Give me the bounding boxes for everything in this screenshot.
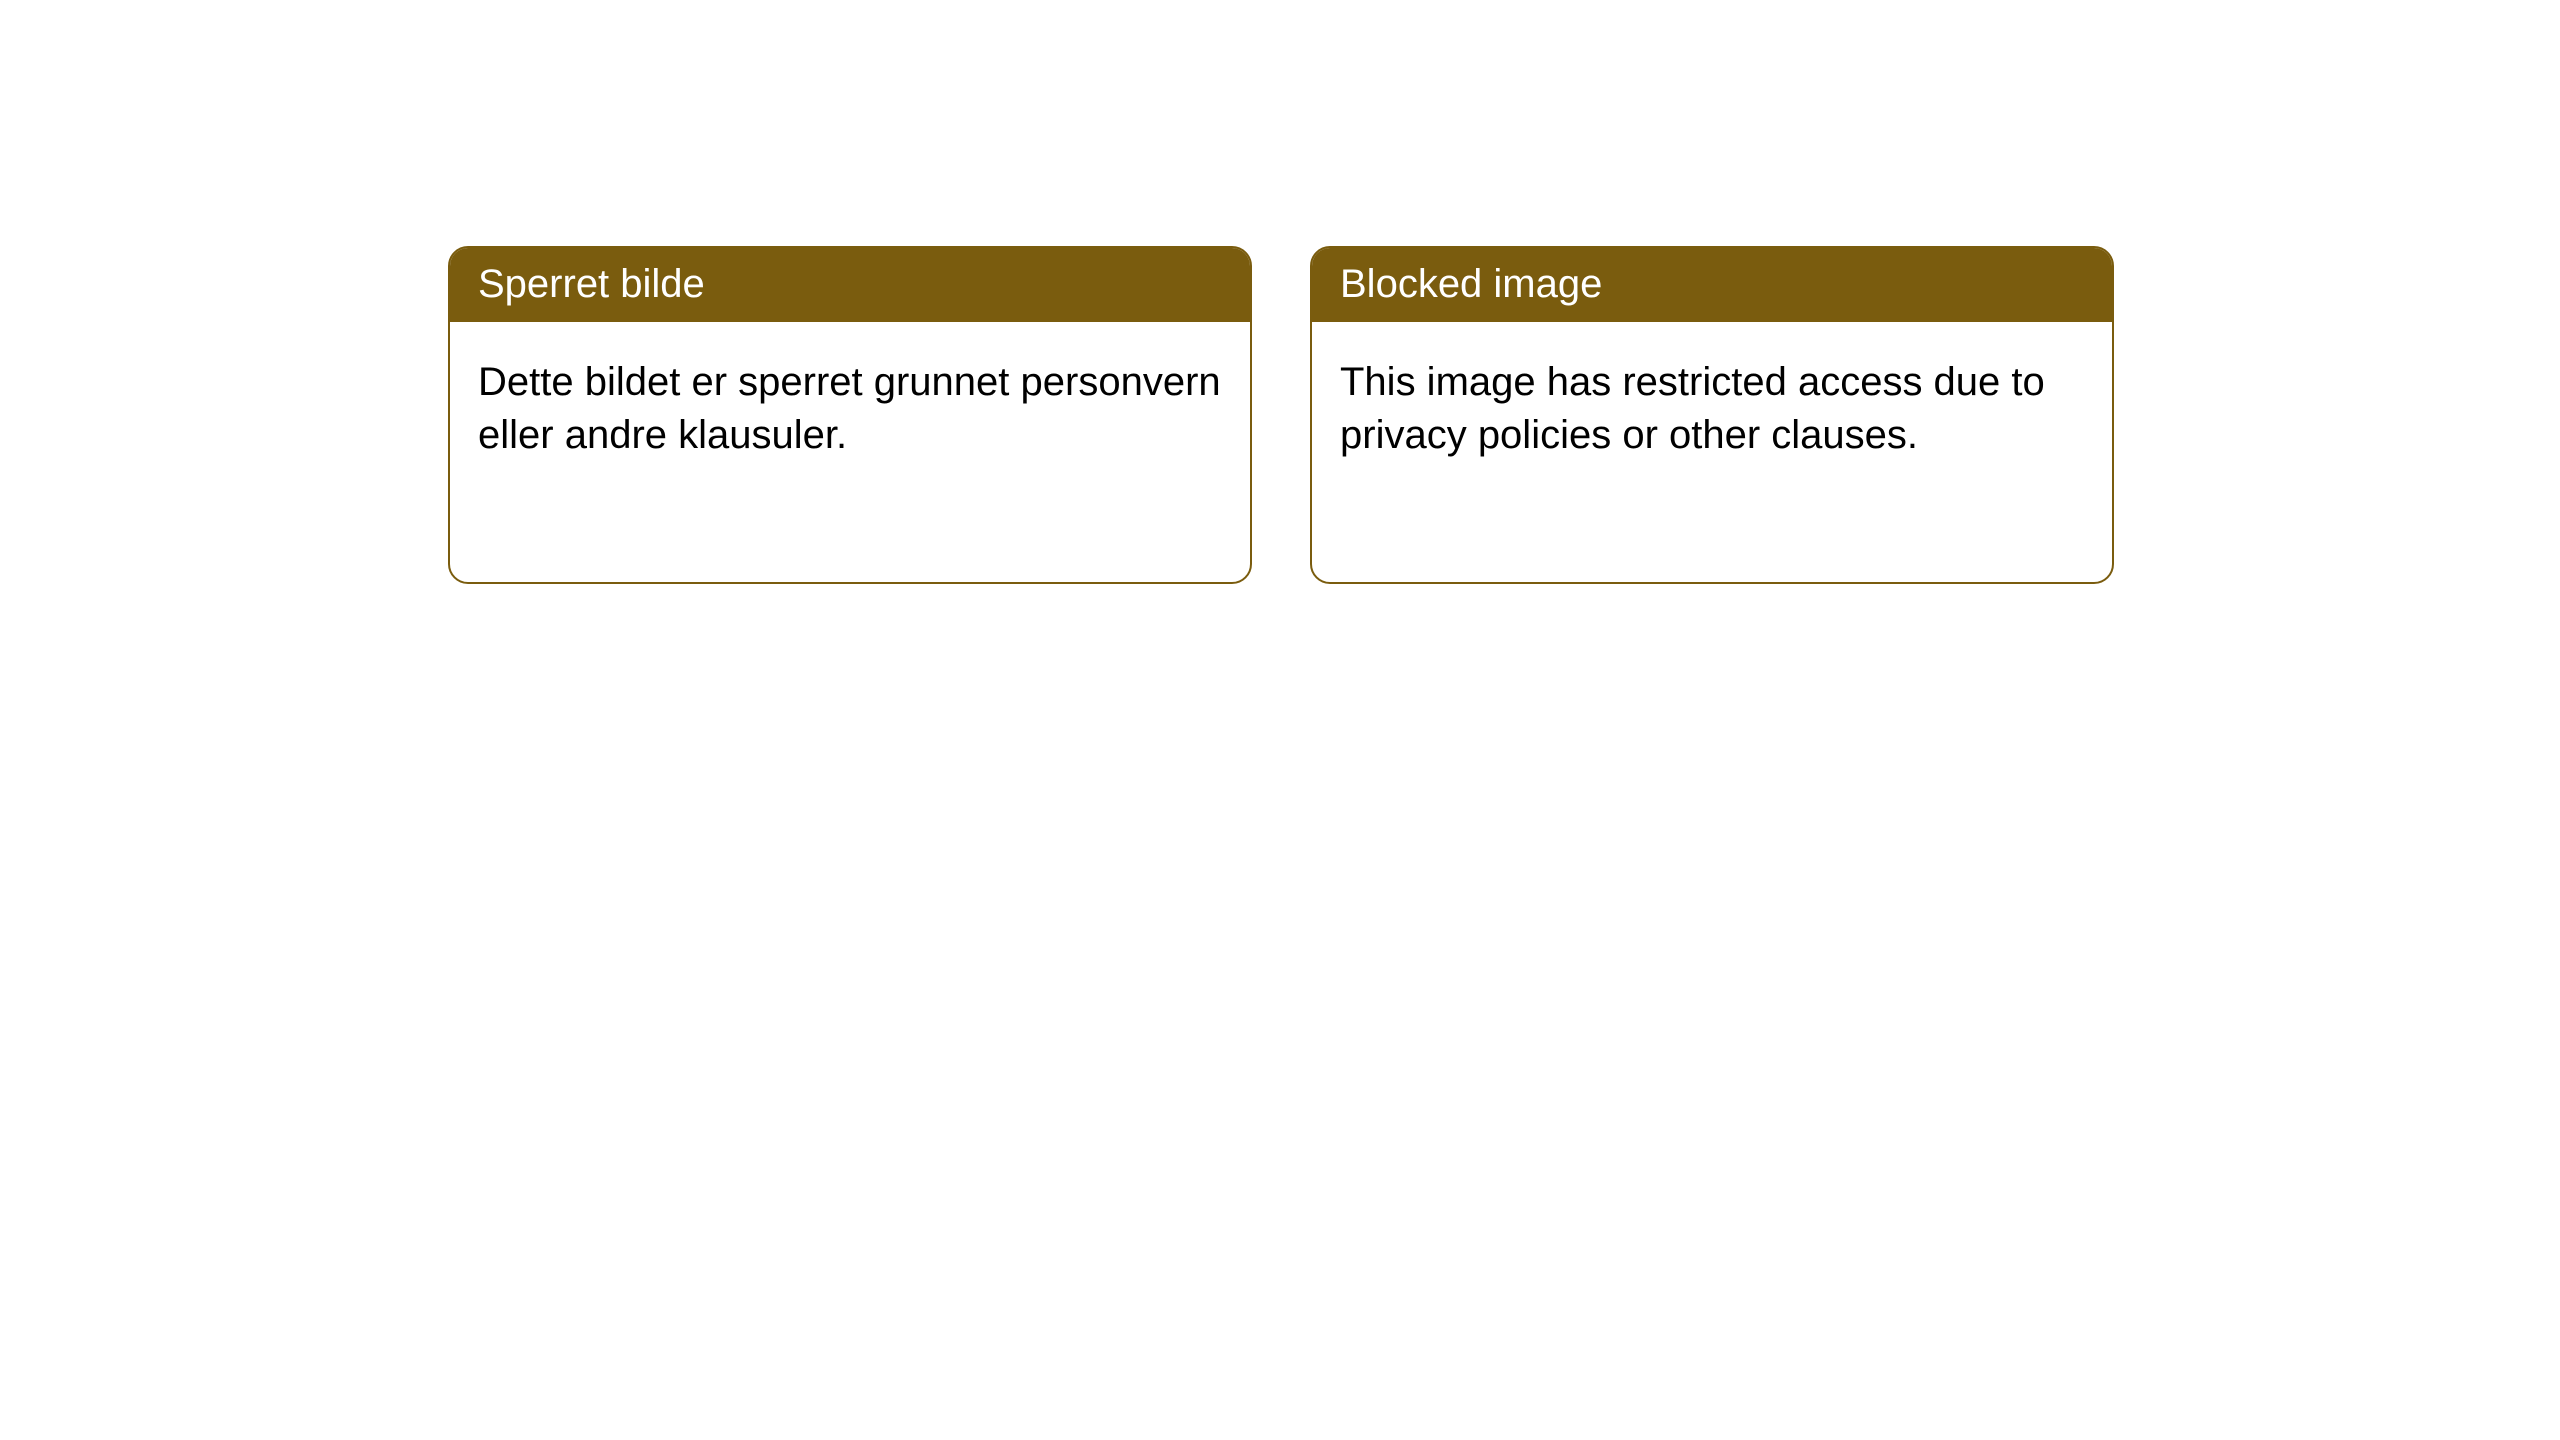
notice-card-norwegian: Sperret bilde Dette bildet er sperret gr…	[448, 246, 1252, 584]
notice-card-body: This image has restricted access due to …	[1312, 322, 2112, 496]
notice-card-body: Dette bildet er sperret grunnet personve…	[450, 322, 1250, 496]
notice-card-header: Sperret bilde	[450, 248, 1250, 322]
notice-card-english: Blocked image This image has restricted …	[1310, 246, 2114, 584]
notice-card-header: Blocked image	[1312, 248, 2112, 322]
notice-cards-container: Sperret bilde Dette bildet er sperret gr…	[0, 0, 2560, 584]
